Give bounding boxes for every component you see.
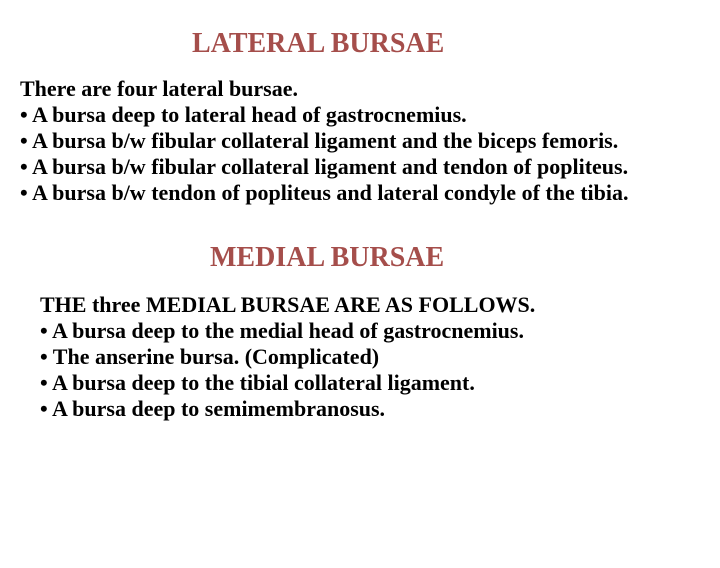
body-line: THE three MEDIAL BURSAE ARE AS FOLLOWS.: [40, 292, 720, 318]
body-line: • A bursa deep to semimembranosus.: [40, 396, 720, 422]
body-line: • A bursa b/w fibular collateral ligamen…: [20, 154, 720, 180]
body-line: • The anserine bursa. (Complicated): [40, 344, 720, 370]
slide: LATERAL BURSAE There are four lateral bu…: [0, 28, 720, 568]
heading-medial-bursae: MEDIAL BURSAE: [210, 242, 720, 274]
body-line: • A bursa b/w tendon of popliteus and la…: [20, 180, 720, 206]
heading-lateral-bursae: LATERAL BURSAE: [192, 28, 720, 60]
body-line: • A bursa b/w fibular collateral ligamen…: [20, 128, 720, 154]
body-line: • A bursa deep to lateral head of gastro…: [20, 102, 720, 128]
body-line: • A bursa deep to the medial head of gas…: [40, 318, 720, 344]
body-line: • A bursa deep to the tibial collateral …: [40, 370, 720, 396]
lateral-bursae-list: There are four lateral bursae.• A bursa …: [20, 76, 720, 206]
body-line: There are four lateral bursae.: [20, 76, 720, 102]
medial-bursae-list: THE three MEDIAL BURSAE ARE AS FOLLOWS.•…: [40, 292, 720, 422]
